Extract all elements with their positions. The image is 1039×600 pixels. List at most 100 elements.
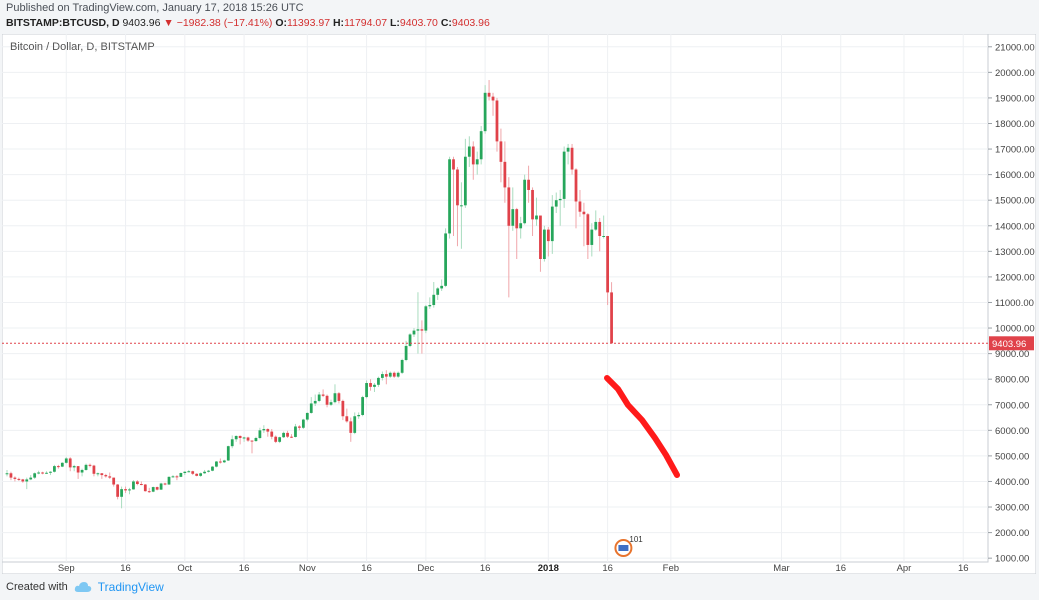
candle-up bbox=[5, 473, 9, 475]
candle-down bbox=[266, 429, 270, 432]
candle-up bbox=[558, 198, 562, 201]
candle-down bbox=[17, 478, 21, 480]
candle-up bbox=[460, 205, 463, 207]
y-tick-label: 7000.00 bbox=[995, 400, 1029, 411]
tradingview-brand[interactable]: TradingView bbox=[97, 580, 164, 594]
candle-down bbox=[582, 211, 586, 215]
x-tick-label: 16 bbox=[361, 563, 372, 574]
y-tick-label: 10000.00 bbox=[995, 324, 1035, 335]
candle-up bbox=[29, 477, 33, 480]
close-value: 9403.96 bbox=[451, 17, 490, 29]
candle-down bbox=[531, 189, 534, 220]
candle-up bbox=[294, 426, 297, 437]
candle-up bbox=[463, 156, 467, 206]
y-tick-label: 20000.00 bbox=[995, 68, 1035, 79]
price-change: −1982.38 (−17.41%) bbox=[176, 17, 273, 29]
x-tick-label: 16 bbox=[835, 563, 846, 574]
candle-down bbox=[606, 235, 609, 293]
candle-down bbox=[246, 437, 250, 441]
y-tick-label: 21000.00 bbox=[995, 42, 1035, 53]
candle-up bbox=[483, 92, 487, 132]
candle-down bbox=[191, 471, 195, 474]
open-value: 11393.97 bbox=[287, 17, 331, 29]
candle-down bbox=[298, 426, 301, 428]
candle-up bbox=[254, 437, 258, 442]
drawn-trend-annotation bbox=[604, 375, 680, 478]
candle-up bbox=[203, 471, 206, 474]
candle-down bbox=[491, 96, 495, 101]
y-tick-label: 6000.00 bbox=[995, 426, 1029, 437]
last-price-label: 9403.96 bbox=[992, 339, 1026, 350]
candle-up bbox=[313, 400, 317, 404]
candle-down bbox=[56, 466, 60, 468]
candle-down bbox=[124, 489, 127, 491]
candle-down bbox=[218, 461, 222, 463]
candle-up bbox=[222, 460, 226, 463]
candle-down bbox=[337, 393, 341, 401]
candle-up bbox=[226, 446, 230, 461]
low-label: L: bbox=[390, 17, 400, 29]
candle-up bbox=[381, 374, 384, 378]
candle-up bbox=[467, 146, 471, 157]
candle-up bbox=[60, 462, 64, 467]
high-value: 11794.07 bbox=[344, 17, 388, 29]
candle-up bbox=[120, 489, 123, 497]
candle-up bbox=[234, 435, 238, 440]
candle-up bbox=[333, 393, 337, 403]
candle-down bbox=[9, 473, 13, 478]
y-tick-label: 3000.00 bbox=[995, 503, 1029, 514]
candle-up bbox=[183, 471, 187, 474]
y-tick-label: 8000.00 bbox=[995, 375, 1029, 386]
candle-up bbox=[357, 414, 361, 417]
candle-up bbox=[72, 466, 76, 468]
candle-up bbox=[317, 394, 321, 401]
candle-up bbox=[230, 439, 234, 447]
candle-down bbox=[112, 477, 116, 485]
candle-up bbox=[543, 229, 546, 260]
candle-up bbox=[199, 473, 203, 476]
candle-down bbox=[286, 432, 289, 437]
candle-down bbox=[175, 476, 179, 478]
y-tick-label: 5000.00 bbox=[995, 451, 1029, 462]
x-tick-label: 16 bbox=[602, 563, 613, 574]
candle-down bbox=[598, 221, 602, 236]
x-axis[interactable]: Sep 16 Oct 16 Nov 16 Dec 16 2018 16 Feb Mar 16 Apr 16 bbox=[58, 563, 969, 574]
candle-up bbox=[179, 473, 183, 477]
candle-up bbox=[207, 470, 210, 472]
ohlc-legend: BITSTAMP:BTCUSD, D 9403.96 ▼ −1982.38 (−… bbox=[6, 17, 490, 29]
candle-up bbox=[171, 476, 175, 478]
candle-down bbox=[578, 201, 582, 212]
x-tick-label: Mar bbox=[773, 563, 789, 574]
candle-up bbox=[80, 469, 84, 473]
candle-up bbox=[566, 147, 570, 152]
y-axis[interactable]: 1000.00 2000.00 3000.00 4000.00 5000.00 6000.… bbox=[988, 42, 1035, 565]
candle-up bbox=[25, 479, 29, 482]
candle-up bbox=[377, 377, 380, 385]
grid-lines bbox=[2, 34, 988, 562]
candle-up bbox=[475, 159, 479, 165]
candle-down bbox=[155, 487, 159, 490]
candle-up bbox=[309, 403, 313, 413]
chart-container[interactable]: 1000.00 2000.00 3000.00 4000.00 5000.00 6000.… bbox=[1, 33, 1037, 575]
candle-up bbox=[159, 483, 163, 490]
candle-down bbox=[290, 436, 293, 438]
candle-up bbox=[53, 466, 56, 472]
candle-down bbox=[392, 372, 396, 377]
candle-up bbox=[64, 458, 68, 463]
candle-down bbox=[321, 394, 325, 396]
candle-up bbox=[305, 412, 309, 420]
candle-up bbox=[45, 472, 48, 474]
candle-down bbox=[586, 214, 590, 245]
x-tick-label: 16 bbox=[239, 563, 250, 574]
candle-up bbox=[523, 179, 527, 224]
candle-up bbox=[554, 200, 558, 207]
chart-title: Bitcoin / Dollar, D, BITSTAMP bbox=[10, 41, 155, 53]
candle-up bbox=[33, 473, 37, 478]
candle-up bbox=[49, 471, 52, 473]
candle-down bbox=[487, 92, 491, 97]
footer: Created with TradingView bbox=[6, 580, 164, 594]
y-tick-label: 9000.00 bbox=[995, 349, 1029, 360]
price-chart[interactable]: 1000.00 2000.00 3000.00 4000.00 5000.00 6000.… bbox=[1, 33, 1037, 575]
candle-down bbox=[345, 416, 349, 422]
x-tick-label: 2018 bbox=[538, 563, 559, 574]
